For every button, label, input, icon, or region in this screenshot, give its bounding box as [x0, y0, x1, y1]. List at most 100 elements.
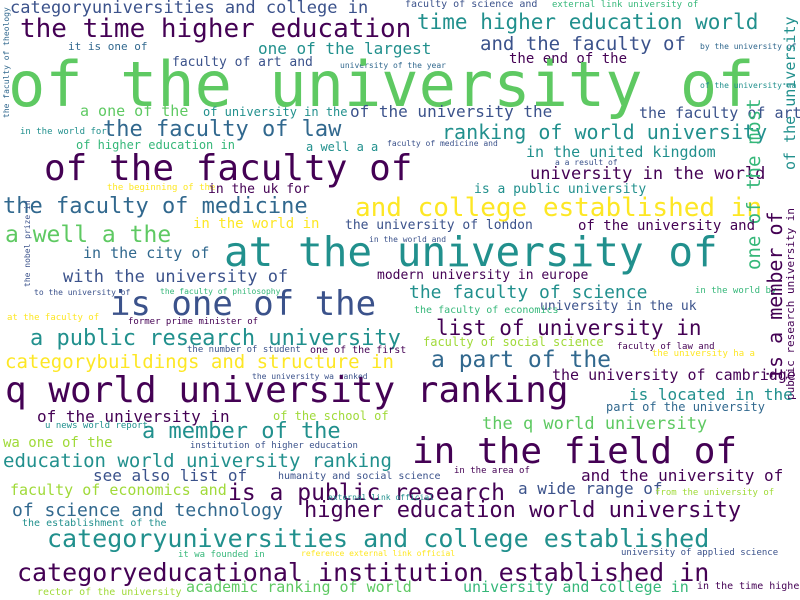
word-phrase: faculty of art and — [172, 55, 313, 70]
word-phrase: is a public university — [474, 182, 647, 197]
word-phrase: of the university — [781, 16, 799, 170]
word-phrase: ranking of world university — [442, 120, 768, 144]
word-phrase: and the university of — [581, 466, 784, 485]
word-phrase: a one of the — [80, 102, 189, 120]
word-phrase: u news world report — [45, 421, 148, 431]
word-phrase: in the world for — [20, 127, 107, 137]
word-phrase: time higher education world — [417, 10, 759, 34]
word-phrase: the faculty of art — [639, 104, 800, 122]
word-phrase: part of the university — [606, 400, 765, 414]
word-phrase: the university of london — [345, 218, 533, 233]
word-phrase: reference external link official — [301, 549, 456, 558]
word-phrase: humanity and social science — [278, 471, 441, 482]
word-phrase: to the university of — [34, 288, 131, 297]
word-phrase: one of the most — [743, 98, 765, 270]
word-phrase: modern university in europe — [377, 268, 589, 283]
word-phrase: university of applied science — [621, 548, 779, 558]
word-phrase: in the uk for — [208, 182, 310, 197]
word-phrase: it is one of — [68, 40, 148, 53]
word-phrase: of the university in — [37, 407, 230, 426]
word-phrase: categoryeducational institution establis… — [17, 558, 710, 587]
word-phrase: university of the year — [340, 61, 446, 70]
word-phrase: and college established in — [355, 193, 762, 223]
word-phrase: it wa founded in — [178, 550, 265, 560]
word-phrase: the faculty of law — [103, 117, 342, 142]
word-phrase: faculty of law and — [617, 342, 715, 352]
word-phrase: with the university of — [63, 267, 289, 287]
word-phrase: the time higher education — [20, 14, 412, 44]
word-phrase: former prime minister of — [128, 317, 259, 327]
word-phrase: in the united kingdom — [526, 143, 716, 161]
word-phrase: of the university the — [350, 102, 553, 121]
word-phrase: institution of higher education — [190, 441, 358, 451]
word-phrase: by the university of — [700, 42, 797, 51]
word-phrase: university and college in — [463, 578, 689, 596]
word-phrase: is one of the — [110, 284, 377, 324]
word-phrase: of science and technology — [12, 500, 283, 521]
word-phrase: categoryuniversities and college establi… — [47, 524, 710, 553]
word-phrase: in the area of — [454, 466, 530, 476]
word-phrase: of university in the — [203, 105, 348, 119]
word-phrase: a member of the — [142, 419, 341, 444]
word-phrase: is a public research — [228, 480, 505, 506]
word-phrase: in the world by — [695, 286, 777, 296]
word-phrase: and the faculty of — [480, 33, 686, 55]
word-phrase: the faculty of philosophy — [160, 287, 281, 296]
word-phrase: in the time higher — [697, 581, 800, 592]
word-phrase: categorybuildings and structure in — [5, 351, 394, 373]
word-phrase: of the university of — [8, 48, 755, 121]
word-phrase: external link university of — [552, 0, 699, 10]
word-phrase: the faculty of medicine — [3, 194, 308, 219]
word-phrase: education world university ranking — [3, 450, 392, 472]
word-phrase: the beginning of the — [107, 183, 216, 193]
word-phrase: rector of the university — [37, 587, 182, 598]
word-phrase: the faculty of science — [409, 282, 648, 303]
word-phrase: higher education world university — [304, 498, 742, 523]
word-phrase: at the faculty of — [7, 313, 100, 323]
word-phrase: the university of cambridge — [552, 366, 796, 384]
word-phrase: a a result of — [555, 158, 618, 167]
word-phrase: the nobel prize in — [23, 200, 32, 287]
word-phrase: see also list of — [93, 466, 248, 485]
word-phrase: the faculty of economics — [414, 305, 559, 316]
word-phrase: one of the first — [310, 345, 407, 356]
word-phrase: categoryuniversities and college in — [10, 0, 369, 18]
word-phrase: the end of the — [509, 51, 628, 67]
word-phrase: faculty of science and — [405, 0, 538, 10]
word-phrase: is located in the — [629, 385, 793, 404]
word-phrase: a well a the — [5, 222, 172, 248]
word-phrase: list of university in — [436, 316, 702, 340]
word-phrase: in the field of — [412, 431, 738, 472]
word-phrase: of the faculty of — [44, 148, 413, 189]
word-phrase: external link official — [328, 493, 434, 502]
word-phrase: of the school of — [273, 409, 389, 423]
word-phrase: the establishment of the — [22, 518, 167, 529]
word-phrase: one of the largest — [258, 39, 432, 58]
word-phrase: the university wa ranked — [252, 372, 368, 381]
word-phrase: of the university and — [578, 218, 756, 234]
word-phrase: in the world and — [369, 235, 447, 244]
word-phrase: of higher education in — [76, 138, 235, 152]
word-phrase: in the world in — [193, 216, 320, 232]
word-phrase: in the city of — [83, 244, 210, 262]
word-phrase: academic ranking of world — [186, 578, 412, 596]
word-phrase: a part of the — [431, 347, 612, 373]
word-phrase: university in the uk — [540, 299, 697, 314]
word-phrase: of the university wa — [700, 81, 797, 90]
word-phrase: a wide range of — [518, 479, 663, 498]
word-phrase: the university ha a — [652, 349, 755, 359]
word-phrase: a public research university — [30, 326, 401, 351]
word-phrase: q world university ranking — [5, 370, 569, 411]
word-phrase: wa one of the — [3, 435, 113, 451]
word-phrase: a well a a — [306, 140, 379, 154]
word-phrase: university in the world — [530, 164, 766, 184]
word-phrase: the q world university — [482, 414, 708, 434]
word-phrase: from the university of — [655, 488, 775, 498]
word-phrase: faculty of economics and — [10, 481, 227, 499]
word-phrase: at the university of — [224, 228, 718, 276]
word-phrase: faculty of social science — [423, 335, 604, 349]
word-phrase: the number of student — [187, 345, 301, 355]
word-phrase: faculty of medicine and — [387, 139, 498, 148]
word-phrase: is a member of — [763, 211, 787, 380]
